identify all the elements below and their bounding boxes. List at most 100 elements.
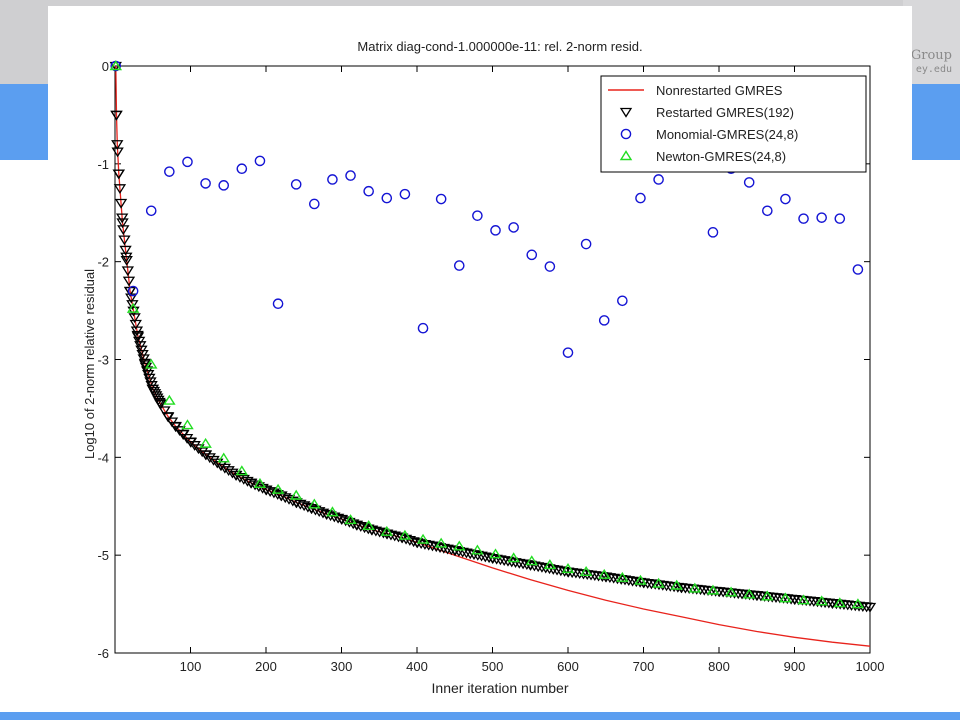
data-point — [453, 540, 466, 551]
data-point — [414, 539, 428, 550]
data-point — [653, 174, 664, 185]
data-point — [320, 510, 333, 520]
data-point — [126, 302, 140, 313]
data-point — [222, 466, 235, 477]
data-point — [388, 531, 401, 542]
data-point — [328, 512, 341, 523]
data-point — [507, 552, 520, 563]
x-tick-label: 600 — [557, 659, 579, 674]
footer-band — [0, 712, 960, 720]
data-point — [528, 561, 541, 572]
data-point — [211, 458, 224, 469]
data-point — [490, 554, 503, 565]
data-point — [113, 184, 127, 195]
x-tick-label: 900 — [784, 659, 806, 674]
data-point — [471, 550, 484, 561]
data-point — [218, 463, 232, 474]
data-point — [743, 177, 755, 188]
data-point — [114, 198, 128, 209]
data-point — [122, 276, 136, 287]
x-tick-label: 500 — [482, 659, 504, 674]
data-point — [350, 520, 364, 531]
data-point — [598, 315, 610, 326]
data-point — [508, 222, 519, 233]
data-point — [254, 155, 266, 167]
url-label: ey.edu — [915, 64, 952, 75]
legend-label: Restarted GMRES(192) — [656, 105, 794, 120]
y-axis-label: Log10 of 2-norm relative residual — [82, 269, 97, 459]
data-point — [362, 519, 375, 531]
data-point — [407, 537, 420, 548]
data-point — [115, 213, 129, 224]
data-point — [441, 544, 454, 555]
data-point — [199, 450, 213, 461]
data-point — [110, 110, 123, 121]
data-point — [272, 298, 284, 310]
data-point — [815, 595, 828, 606]
data-point — [271, 483, 285, 494]
data-point — [489, 548, 502, 559]
data-point — [236, 163, 248, 175]
data-point — [121, 266, 135, 277]
data-point — [182, 156, 193, 168]
data-point — [308, 498, 321, 509]
data-point — [192, 444, 205, 455]
legend-swatch — [619, 150, 633, 161]
data-point — [706, 584, 720, 595]
data-point — [513, 558, 526, 569]
y-tick-label: 0 — [102, 59, 109, 74]
data-point — [290, 179, 302, 190]
data-point — [369, 526, 383, 537]
series-restarted-gmres-192 — [109, 61, 877, 613]
y-tick-label: -1 — [97, 157, 109, 172]
data-point — [670, 579, 683, 590]
data-point — [535, 562, 549, 573]
data-point — [422, 540, 435, 551]
legend-label: Monomial-GMRES(24,8) — [656, 127, 798, 142]
data-point — [742, 588, 756, 599]
data-point — [344, 514, 357, 525]
data-point — [126, 300, 139, 310]
watermark-logo — [903, 0, 960, 84]
plot-area: 100 200 300 400 500 600 700 800 900 1000 0 -1 -2 -3 -4… — [97, 59, 884, 674]
data-point — [118, 235, 131, 246]
y-tick-label: -2 — [97, 255, 109, 270]
data-point — [109, 60, 123, 71]
series-newton-gmres-24-8 — [109, 60, 865, 609]
data-point — [494, 555, 507, 566]
data-point — [129, 319, 142, 330]
data-point — [354, 522, 367, 532]
data-point — [181, 419, 194, 430]
legend-label: Newton-GMRES(24,8) — [656, 149, 786, 164]
data-point — [435, 193, 447, 205]
legend-box — [600, 75, 867, 173]
legend-label: Nonrestarted GMRES — [656, 83, 783, 98]
data-point — [326, 506, 339, 517]
data-point — [128, 313, 141, 324]
data-point — [199, 437, 212, 448]
data-point — [762, 205, 773, 217]
x-tick-label: 200 — [255, 659, 277, 674]
data-point — [833, 597, 847, 608]
data-point — [218, 180, 230, 191]
x-tick-label: 300 — [331, 659, 353, 674]
data-point — [524, 560, 537, 571]
data-point — [327, 174, 338, 185]
data-point — [460, 548, 473, 559]
data-point — [525, 555, 539, 566]
data-point — [580, 238, 592, 250]
data-point — [798, 213, 809, 224]
data-point — [616, 571, 629, 582]
data-point — [635, 192, 646, 204]
data-point — [498, 556, 511, 566]
data-point — [162, 412, 175, 423]
data-point — [119, 245, 132, 256]
data-point — [289, 489, 303, 500]
y-tick-label: -3 — [97, 353, 109, 368]
data-point — [797, 594, 810, 605]
data-point — [579, 565, 593, 576]
data-point — [550, 565, 564, 576]
chart-title: Matrix diag-cond-1.000000e-11: rel. 2-no… — [357, 39, 642, 54]
data-point — [316, 508, 330, 519]
data-point — [516, 559, 530, 570]
